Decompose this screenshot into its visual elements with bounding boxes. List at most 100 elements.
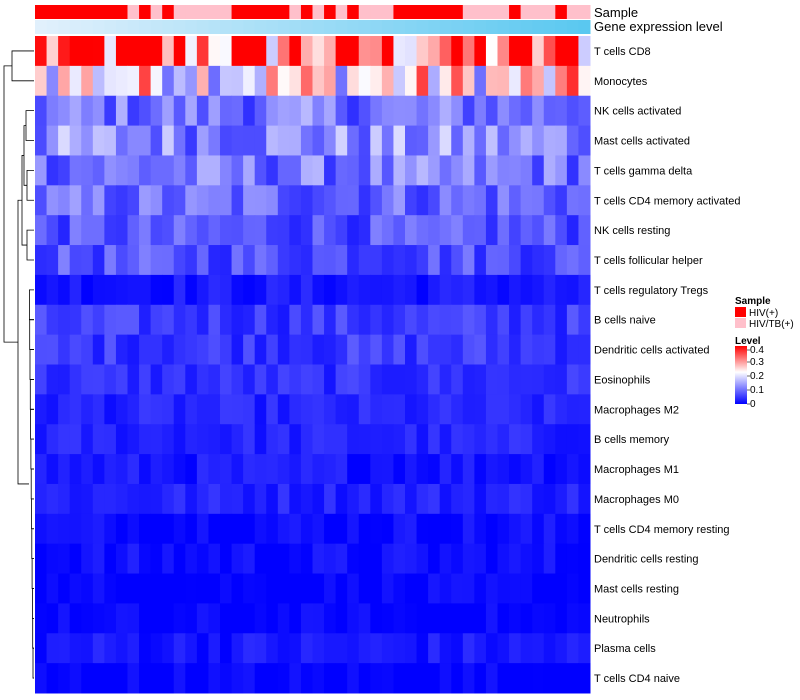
heatmap-cell [150, 304, 163, 336]
heatmap-cell [451, 603, 464, 634]
heatmap-cell [509, 274, 522, 306]
row-labels: T cells CD8 Monocytes NK cells activated Ma… [594, 46, 741, 685]
heatmap-cell [69, 125, 82, 156]
heatmap-cell [35, 65, 48, 97]
heatmap-cell [335, 573, 348, 604]
heatmap-cell [312, 155, 325, 186]
heatmap-cell [462, 573, 475, 604]
heatmap-cell [451, 334, 464, 365]
heatmap-cell [335, 543, 348, 575]
dendrogram-link [32, 588, 34, 619]
heatmap-cell [370, 394, 383, 425]
heatmap-cell [92, 36, 105, 67]
heatmap-cell [231, 155, 244, 186]
gene-expression-cell [196, 20, 209, 34]
heatmap-cell [69, 603, 82, 634]
heatmap-cell [381, 663, 394, 694]
gene-expression-cell [520, 20, 533, 34]
heatmap-cell [428, 543, 441, 575]
heatmap-cell [370, 65, 383, 97]
heatmap-cell [196, 364, 209, 395]
heatmap-cell [115, 633, 128, 664]
heatmap-cell [196, 543, 209, 575]
heatmap-cell [485, 394, 498, 425]
heatmap-cell [324, 274, 337, 306]
sample-bar-cell [277, 5, 290, 19]
heatmap-cell [520, 424, 533, 455]
heatmap-cell [81, 364, 94, 395]
heatmap-cell [69, 573, 82, 604]
heatmap-cell [58, 633, 71, 664]
heatmap-cell [347, 454, 360, 485]
dendrogram-link [29, 319, 34, 350]
heatmap-cell [69, 215, 82, 246]
heatmap-cell [185, 155, 198, 186]
heatmap-cell [277, 245, 290, 276]
heatmap-cell [46, 95, 59, 127]
heatmap-cell [405, 125, 418, 156]
heatmap-cell [347, 424, 360, 455]
heatmap-cell [370, 364, 383, 395]
heatmap-cell [35, 215, 48, 246]
heatmap-cell [405, 155, 418, 186]
heatmap-cell [208, 424, 221, 455]
heatmap-cell [555, 125, 568, 156]
gene-expression-cell [428, 20, 441, 34]
heatmap-cell [243, 513, 256, 545]
heatmap-cell [300, 95, 313, 127]
heatmap-cell [81, 334, 94, 365]
heatmap-cell [358, 663, 371, 694]
heatmap-cell [231, 125, 244, 156]
heatmap-cell [104, 603, 117, 634]
heatmap-cell [428, 603, 441, 634]
gene-expression-cell [300, 20, 313, 34]
gene-expression-cell [439, 20, 452, 34]
gene-expression-cell [532, 20, 545, 34]
heatmap-cell [566, 424, 579, 455]
heatmap-cell [150, 125, 163, 156]
heatmap-cell [347, 155, 360, 186]
dendrogram-link [29, 379, 34, 410]
gene-expression-cell [370, 20, 383, 34]
heatmap-cell [578, 394, 591, 425]
heatmap-cell [162, 633, 175, 664]
heatmap-cell [312, 513, 325, 545]
heatmap-cell [277, 454, 290, 485]
heatmap-cell [485, 573, 498, 604]
heatmap-cell [81, 125, 94, 156]
heatmap-cell [347, 633, 360, 664]
heatmap-cell [104, 513, 117, 545]
heatmap-cell [532, 394, 545, 425]
heatmap-cell [578, 95, 591, 127]
heatmap-cell [127, 245, 140, 276]
dendrogram-link [29, 289, 34, 321]
row-label: T cells CD4 memory resting [594, 524, 730, 536]
heatmap-cell [566, 483, 579, 515]
heatmap-cell [578, 633, 591, 664]
heatmap-cell [416, 424, 429, 455]
heatmap-cell [162, 185, 175, 216]
row-label: Dendritic cells resting [594, 554, 699, 566]
heatmap-cell [243, 36, 256, 67]
heatmap-cell [208, 155, 221, 186]
heatmap-cell [462, 155, 475, 186]
heatmap-cell [92, 394, 105, 425]
heatmap-cell [231, 663, 244, 694]
heatmap-cell [335, 274, 348, 306]
heatmap-cell [196, 65, 209, 97]
gene-expression-cell [416, 20, 429, 34]
heatmap-cell [300, 36, 313, 67]
gene-expression-cell [139, 20, 152, 34]
heatmap-cell [416, 663, 429, 694]
heatmap-cell [416, 573, 429, 604]
heatmap-cell [185, 513, 198, 545]
heatmap-cell [266, 215, 279, 246]
heatmap-cell [220, 36, 233, 67]
heatmap-cell [509, 125, 522, 156]
heatmap-cell [439, 304, 452, 336]
heatmap-cell [578, 245, 591, 276]
heatmap-cell [543, 364, 556, 395]
heatmap-cell [555, 394, 568, 425]
heatmap-cell [335, 633, 348, 664]
row-label: T cells CD8 [594, 46, 651, 58]
